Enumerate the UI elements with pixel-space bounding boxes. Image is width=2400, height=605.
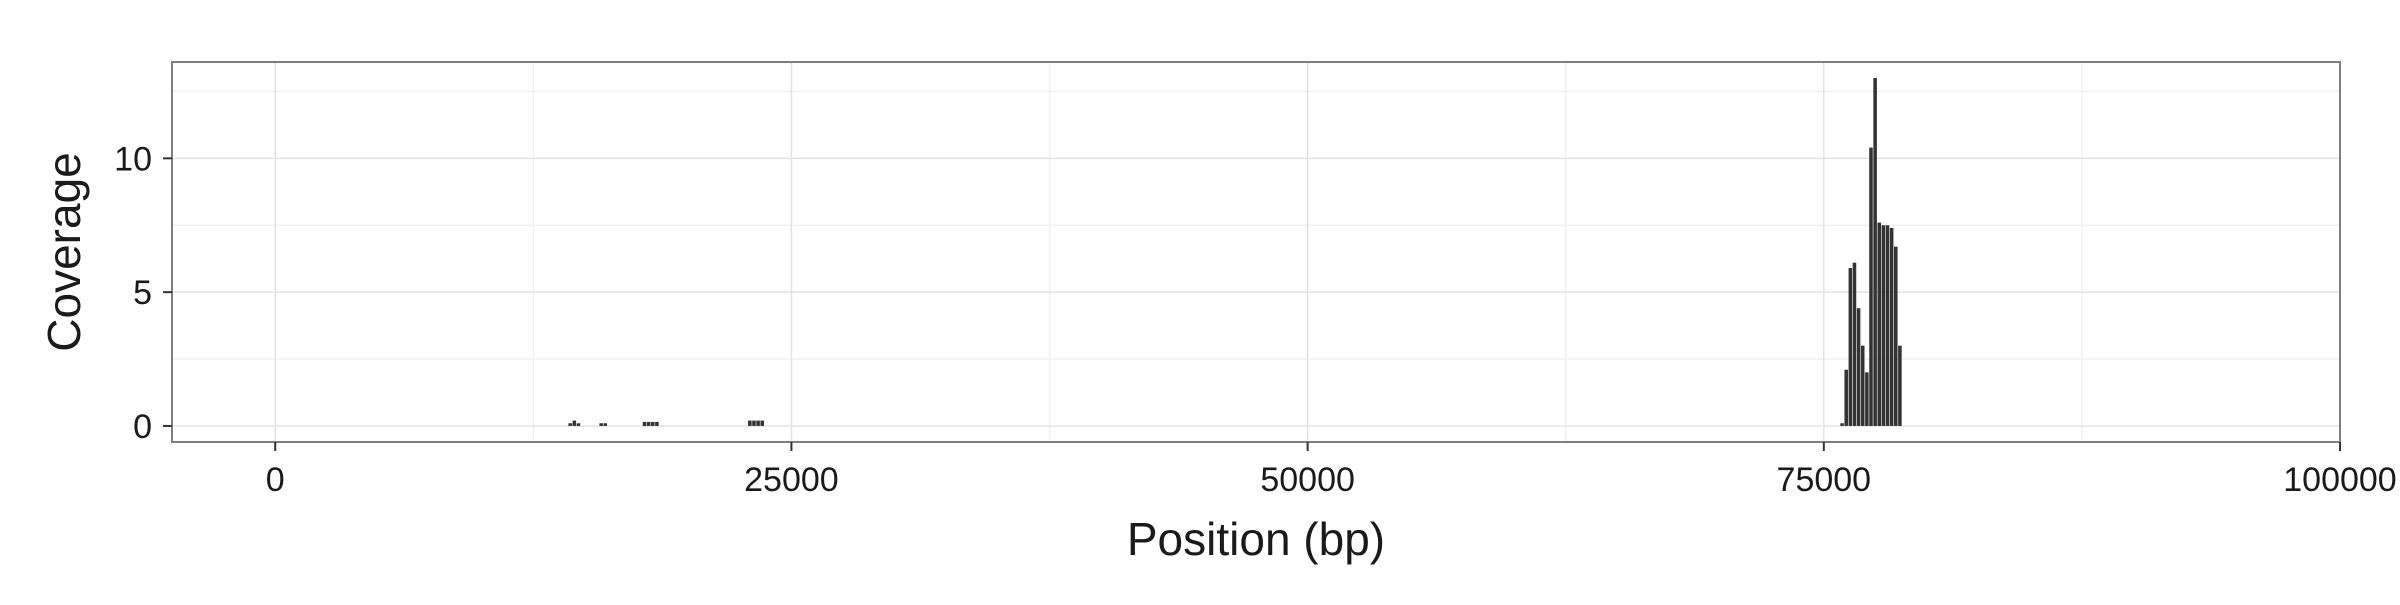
coverage-bar bbox=[1856, 308, 1861, 426]
coverage-bar bbox=[603, 423, 608, 426]
grid-lines bbox=[172, 62, 2341, 442]
coverage-bar bbox=[1894, 246, 1898, 426]
coverage-bar bbox=[599, 423, 603, 426]
coverage-bar bbox=[576, 423, 581, 426]
x-axis-title: Position (bp) bbox=[1127, 513, 1385, 565]
coverage-bar bbox=[1848, 268, 1853, 426]
coverage-bar bbox=[655, 421, 659, 426]
coverage-bars bbox=[568, 78, 1902, 426]
coverage-bar bbox=[1869, 147, 1873, 426]
coverage-bar bbox=[568, 423, 572, 426]
coverage-bar bbox=[646, 421, 651, 426]
coverage-bar bbox=[1889, 227, 1894, 426]
coverage-bar bbox=[756, 420, 760, 426]
x-tick-label: 0 bbox=[266, 461, 285, 499]
y-tick-label: 0 bbox=[133, 408, 152, 446]
coverage-bar bbox=[1873, 78, 1877, 426]
x-tick-label: 75000 bbox=[1777, 461, 1872, 499]
x-tick-label: 50000 bbox=[1260, 461, 1355, 499]
coverage-bar bbox=[1860, 345, 1865, 426]
coverage-bar bbox=[651, 421, 655, 426]
y-axis: 0 5 10 bbox=[114, 140, 172, 446]
y-axis-title: Coverage bbox=[38, 152, 90, 351]
plot-panel-border bbox=[171, 61, 2341, 443]
coverage-bar bbox=[1898, 345, 1902, 426]
coverage-bar bbox=[1881, 225, 1886, 426]
coverage-bar bbox=[1840, 423, 1844, 426]
coverage-bar bbox=[1852, 262, 1857, 426]
coverage-bar bbox=[1877, 222, 1882, 426]
coverage-bar bbox=[642, 421, 647, 426]
coverage-bar bbox=[752, 420, 756, 426]
x-axis: 0 25000 50000 75000 100000 bbox=[266, 442, 2397, 499]
coverage-bar bbox=[760, 420, 764, 426]
x-tick-label: 25000 bbox=[744, 461, 839, 499]
coverage-bar bbox=[1865, 372, 1869, 426]
coverage-bar bbox=[1844, 369, 1848, 426]
x-tick-label: 100000 bbox=[2283, 461, 2396, 499]
y-tick-label: 5 bbox=[133, 274, 152, 312]
coverage-bar bbox=[748, 420, 752, 426]
y-tick-label: 10 bbox=[114, 140, 152, 178]
coverage-bar bbox=[1885, 225, 1890, 426]
coverage-bar bbox=[572, 420, 577, 426]
